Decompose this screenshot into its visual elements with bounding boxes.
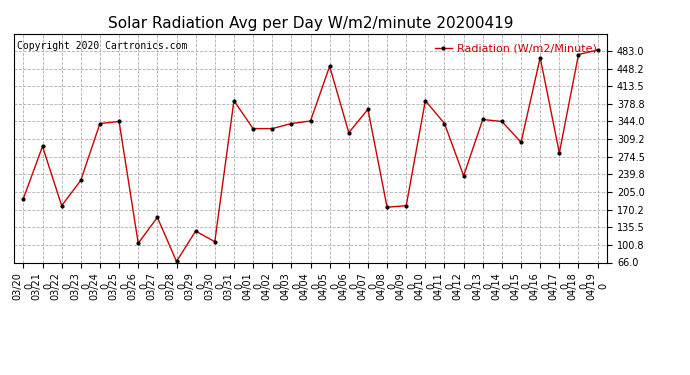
Radiation (W/m2/Minute)	[421, 99, 429, 103]
Radiation (W/m2/Minute)	[517, 140, 525, 144]
Text: Copyright 2020 Cartronics.com: Copyright 2020 Cartronics.com	[17, 40, 187, 51]
Radiation (W/m2/Minute)	[77, 178, 85, 183]
Radiation (W/m2/Minute)	[593, 48, 602, 52]
Radiation (W/m2/Minute)	[134, 241, 142, 246]
Radiation (W/m2/Minute)	[19, 196, 28, 201]
Radiation (W/m2/Minute)	[230, 99, 238, 103]
Title: Solar Radiation Avg per Day W/m2/minute 20200419: Solar Radiation Avg per Day W/m2/minute …	[108, 16, 513, 31]
Radiation (W/m2/Minute)	[39, 144, 47, 148]
Radiation (W/m2/Minute)	[364, 107, 372, 112]
Radiation (W/m2/Minute)	[115, 119, 124, 124]
Radiation (W/m2/Minute)	[574, 52, 582, 57]
Radiation (W/m2/Minute)	[344, 130, 353, 135]
Radiation (W/m2/Minute)	[497, 119, 506, 124]
Radiation (W/m2/Minute)	[383, 205, 391, 210]
Radiation (W/m2/Minute)	[268, 126, 277, 131]
Radiation (W/m2/Minute)	[479, 117, 487, 122]
Radiation (W/m2/Minute)	[57, 204, 66, 208]
Radiation (W/m2/Minute)	[306, 119, 315, 123]
Radiation (W/m2/Minute)	[192, 229, 200, 233]
Radiation (W/m2/Minute)	[555, 151, 564, 155]
Radiation (W/m2/Minute)	[153, 215, 161, 220]
Radiation (W/m2/Minute)	[460, 174, 468, 178]
Radiation (W/m2/Minute)	[287, 121, 295, 126]
Radiation (W/m2/Minute)	[210, 240, 219, 244]
Radiation (W/m2/Minute)	[536, 56, 544, 60]
Radiation (W/m2/Minute)	[326, 64, 334, 69]
Radiation (W/m2/Minute)	[249, 126, 257, 131]
Radiation (W/m2/Minute)	[96, 121, 104, 126]
Legend: Radiation (W/m2/Minute): Radiation (W/m2/Minute)	[431, 39, 602, 58]
Radiation (W/m2/Minute)	[440, 121, 449, 126]
Line: Radiation (W/m2/Minute): Radiation (W/m2/Minute)	[21, 47, 600, 264]
Radiation (W/m2/Minute)	[172, 259, 181, 264]
Radiation (W/m2/Minute)	[402, 204, 411, 208]
